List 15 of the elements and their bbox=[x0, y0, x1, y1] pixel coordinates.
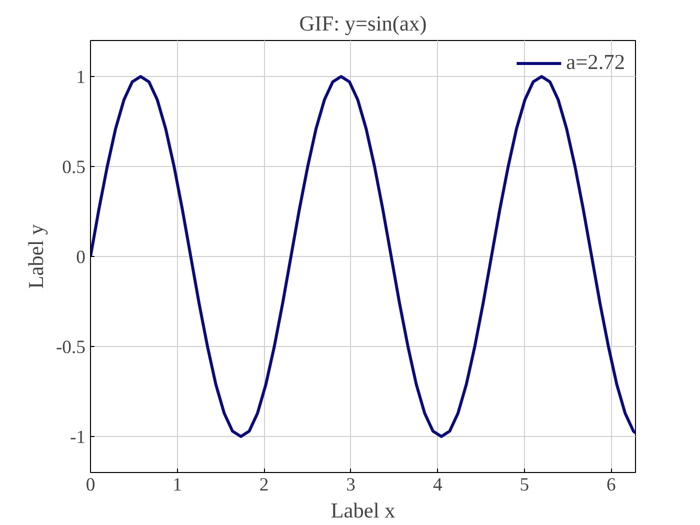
legend-label: a=2.72 bbox=[566, 50, 625, 75]
y-axis-title: Label y bbox=[24, 224, 48, 289]
x-tick-label: 2 bbox=[259, 474, 269, 496]
x-tick-label: 4 bbox=[432, 474, 443, 496]
x-axis-title: Label x bbox=[330, 498, 396, 522]
y-tick-label: -0.5 bbox=[56, 337, 86, 358]
y-tick-label: -1 bbox=[70, 427, 86, 448]
y-tick-label: 0.5 bbox=[62, 157, 86, 178]
y-tick-label: 0 bbox=[76, 247, 86, 268]
x-tick-label: 3 bbox=[346, 474, 356, 496]
x-tick-label: 1 bbox=[172, 474, 182, 496]
chart-title: GIF: y=sin(ax) bbox=[299, 12, 427, 36]
y-tick-label: 1 bbox=[76, 67, 86, 88]
x-tick-label: 5 bbox=[520, 474, 530, 496]
x-tick-label: 6 bbox=[606, 474, 616, 496]
